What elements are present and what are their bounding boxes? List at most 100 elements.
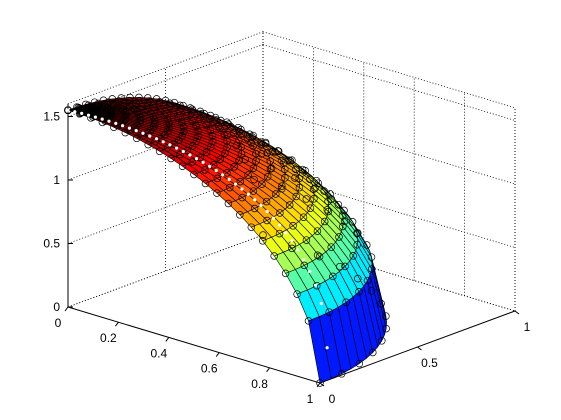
node-marker xyxy=(348,218,357,226)
x-tick-label: 0.4 xyxy=(150,346,167,360)
node-marker xyxy=(90,98,99,106)
node-marker xyxy=(125,102,134,110)
node-marker xyxy=(206,126,215,134)
node-marker xyxy=(299,213,308,221)
path-point xyxy=(181,149,185,154)
node-marker xyxy=(165,119,173,128)
node-marker xyxy=(227,122,235,131)
path-point xyxy=(66,108,70,112)
x-tick xyxy=(316,382,321,388)
node-marker xyxy=(279,159,288,167)
node-marker xyxy=(324,207,333,216)
node-marker xyxy=(268,147,277,156)
node-marker xyxy=(117,94,125,102)
node-marker xyxy=(206,111,215,120)
node-marker xyxy=(197,110,205,118)
node-marker xyxy=(335,262,344,271)
path-point xyxy=(240,187,244,191)
node-marker xyxy=(257,150,266,158)
node-marker xyxy=(202,148,211,157)
node-marker xyxy=(326,190,334,198)
node-marker xyxy=(270,252,278,260)
path-point xyxy=(188,153,192,157)
node-marker xyxy=(329,272,337,281)
axis-ticks: 0 0.5 1 1.5 0 0.2 0.4 0.6 0.8 1 0 0.5 1 xyxy=(43,110,530,407)
node-marker xyxy=(88,103,97,112)
node-marker xyxy=(164,127,172,135)
node-marker xyxy=(222,122,230,131)
node-marker xyxy=(108,95,117,103)
node-marker xyxy=(310,195,318,203)
node-marker xyxy=(241,155,250,164)
x-tick xyxy=(165,337,170,342)
node-marker xyxy=(73,103,81,111)
path-point xyxy=(246,192,250,196)
node-marker xyxy=(382,324,390,333)
node-marker xyxy=(275,229,284,238)
node-marker xyxy=(320,217,329,226)
node-marker xyxy=(121,128,130,137)
x-tick xyxy=(115,321,119,327)
node-marker xyxy=(182,111,191,120)
path-point xyxy=(208,164,212,168)
node-marker xyxy=(223,131,232,139)
node-marker xyxy=(295,174,303,183)
path-point xyxy=(93,115,97,119)
node-marker xyxy=(252,157,260,165)
node-marker xyxy=(327,243,335,251)
node-marker xyxy=(165,123,173,132)
y-tick xyxy=(514,310,520,315)
grid-line xyxy=(262,44,516,121)
node-marker xyxy=(237,143,246,151)
path-point xyxy=(308,269,312,274)
grid-line xyxy=(262,234,516,312)
node-marker xyxy=(315,252,324,261)
node-marker xyxy=(192,122,200,130)
path-point xyxy=(141,131,145,135)
node-marker xyxy=(161,96,170,105)
node-marker xyxy=(150,116,159,124)
node-marker xyxy=(354,274,362,283)
node-marker xyxy=(214,122,223,131)
node-marker xyxy=(257,141,265,149)
path-point xyxy=(271,216,275,220)
node-marker xyxy=(163,144,172,152)
node-marker xyxy=(135,110,143,119)
node-marker xyxy=(144,140,152,149)
node-marker xyxy=(367,287,376,295)
path-point xyxy=(154,137,159,141)
node-marker xyxy=(64,106,72,114)
node-marker xyxy=(276,209,284,217)
node-marker xyxy=(175,107,183,115)
node-marker xyxy=(117,119,125,128)
node-marker xyxy=(190,170,198,179)
node-marker xyxy=(293,290,301,298)
node-marker xyxy=(188,117,196,125)
node-marker xyxy=(236,177,244,186)
x-tick-label: 0.8 xyxy=(251,377,268,391)
path-point xyxy=(148,134,152,138)
node-marker xyxy=(292,192,300,201)
node-marker xyxy=(266,157,275,165)
node-marker xyxy=(338,211,347,220)
node-marker xyxy=(250,175,258,184)
node-marker xyxy=(236,211,244,219)
node-marker xyxy=(382,312,390,320)
node-marker xyxy=(103,104,112,112)
path-point xyxy=(161,140,165,144)
box-edge xyxy=(262,31,516,109)
grid-line xyxy=(262,107,516,185)
node-marker xyxy=(369,348,377,357)
node-marker xyxy=(363,276,372,285)
node-marker xyxy=(130,105,138,113)
node-marker xyxy=(252,149,260,158)
node-marker xyxy=(349,252,357,260)
node-marker xyxy=(263,216,271,225)
z-tick-label: 1.5 xyxy=(43,110,60,124)
node-marker xyxy=(186,104,194,112)
node-marker xyxy=(98,101,106,109)
node-marker xyxy=(188,142,197,150)
node-marker xyxy=(301,166,309,175)
node-marker xyxy=(223,143,231,152)
